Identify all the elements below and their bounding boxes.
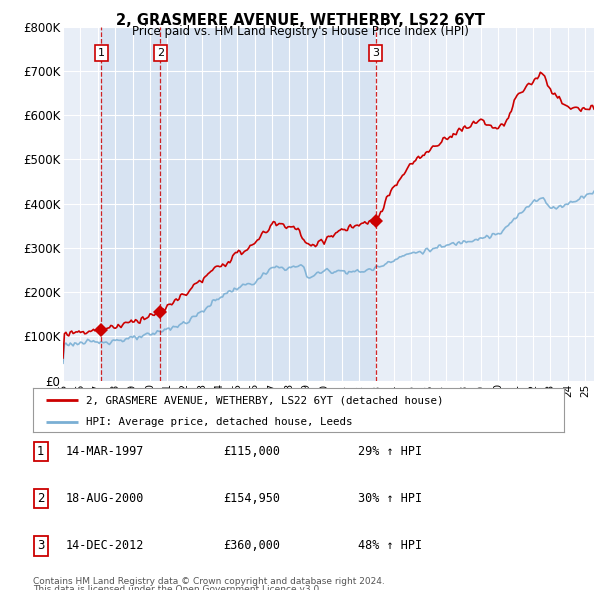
Text: 1: 1 — [98, 48, 105, 58]
Text: 14-DEC-2012: 14-DEC-2012 — [66, 539, 144, 552]
Text: 18-AUG-2000: 18-AUG-2000 — [66, 492, 144, 505]
Bar — [101, 27, 160, 381]
Text: 3: 3 — [372, 48, 379, 58]
Text: £154,950: £154,950 — [223, 492, 281, 505]
Text: £360,000: £360,000 — [223, 539, 281, 552]
Text: 1: 1 — [37, 445, 44, 458]
Text: 2: 2 — [157, 48, 164, 58]
Text: £115,000: £115,000 — [223, 445, 281, 458]
Text: 48% ↑ HPI: 48% ↑ HPI — [358, 539, 422, 552]
Text: 29% ↑ HPI: 29% ↑ HPI — [358, 445, 422, 458]
Text: This data is licensed under the Open Government Licence v3.0.: This data is licensed under the Open Gov… — [33, 585, 322, 590]
Text: 14-MAR-1997: 14-MAR-1997 — [66, 445, 144, 458]
Text: 2, GRASMERE AVENUE, WETHERBY, LS22 6YT: 2, GRASMERE AVENUE, WETHERBY, LS22 6YT — [115, 13, 485, 28]
Text: 3: 3 — [37, 539, 44, 552]
Text: 30% ↑ HPI: 30% ↑ HPI — [358, 492, 422, 505]
Text: 2: 2 — [37, 492, 44, 505]
Text: Price paid vs. HM Land Registry's House Price Index (HPI): Price paid vs. HM Land Registry's House … — [131, 25, 469, 38]
Text: 2, GRASMERE AVENUE, WETHERBY, LS22 6YT (detached house): 2, GRASMERE AVENUE, WETHERBY, LS22 6YT (… — [86, 395, 443, 405]
Text: HPI: Average price, detached house, Leeds: HPI: Average price, detached house, Leed… — [86, 417, 353, 427]
Bar — [160, 27, 376, 381]
Text: Contains HM Land Registry data © Crown copyright and database right 2024.: Contains HM Land Registry data © Crown c… — [33, 577, 385, 586]
